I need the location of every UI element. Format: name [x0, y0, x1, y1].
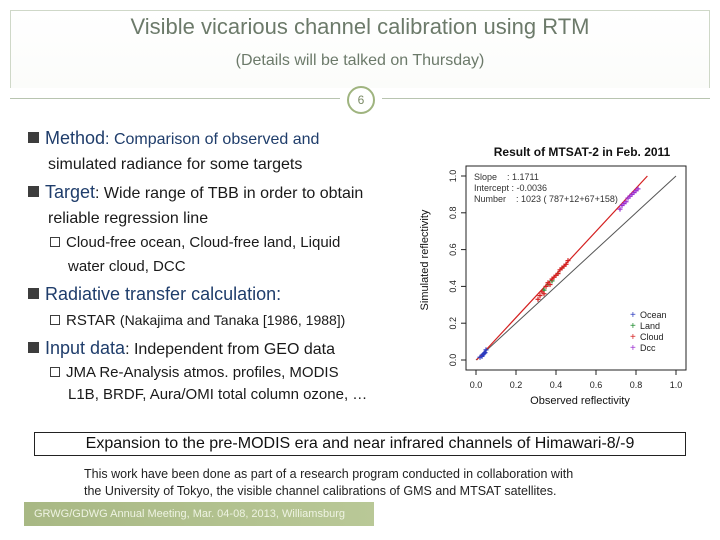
- y-tick-label: 0.2: [448, 317, 458, 330]
- data-point-ocean: [482, 350, 488, 356]
- bullet-method-line2: simulated radiance for some targets: [48, 156, 303, 173]
- y-axis-ticks: 0.0 0.2 0.4 0.6 0.8 1.0: [448, 170, 466, 367]
- divider-left: [10, 98, 340, 99]
- legend-marker-ocean: +: [630, 310, 636, 321]
- legend-marker-dcc: +: [630, 343, 636, 354]
- x-tick-label: 0.4: [550, 380, 563, 390]
- bullet-input-head: Input data: [45, 338, 126, 358]
- one-to-one-line-path: [475, 175, 677, 361]
- footnote: This work have been done as part of a re…: [84, 466, 644, 500]
- sub-bullet-rt-ref: (Nakajima and Tanaka [1986, 1988]): [119, 312, 346, 328]
- footnote-line2: the University of Tokyo, the visible cha…: [84, 484, 557, 498]
- sub-bullet-target-text: Cloud-free ocean, Cloud-free land, Liqui…: [66, 234, 341, 251]
- chart-title: Result of MTSAT-2 in Feb. 2011: [494, 145, 671, 159]
- stat-intercept: Intercept : -0.0036: [474, 183, 547, 193]
- highlight-banner: Expansion to the pre-MODIS era and near …: [34, 432, 686, 456]
- sub-bullet-rt-text: RSTAR: [66, 312, 116, 329]
- data-points: [477, 186, 641, 360]
- legend-label-cloud: Cloud: [640, 332, 664, 342]
- data-point-cloud: [535, 296, 541, 302]
- bullet-input: Input data: Independent from GEO data: [28, 338, 335, 359]
- y-tick-label: 0.4: [448, 280, 458, 293]
- legend-marker-land: +: [630, 321, 636, 332]
- data-point-cloud: [547, 282, 553, 288]
- sub-bullet-input: JMA Re-Analysis atmos. profiles, MODIS: [50, 364, 339, 381]
- square-bullet-icon: [28, 132, 39, 143]
- hollow-square-bullet-icon: [50, 367, 60, 377]
- data-point-dcc: [635, 186, 641, 192]
- x-tick-label: 0.6: [590, 380, 603, 390]
- sub-bullet-input-text: JMA Re-Analysis atmos. profiles, MODIS: [66, 364, 339, 381]
- sub-bullet-rt: RSTAR (Nakajima and Tanaka [1986, 1988]): [50, 312, 345, 329]
- bullet-rt-rest: :: [276, 284, 282, 304]
- bullet-rt-head: Radiative transfer calculation: [45, 284, 277, 304]
- x-tick-label: 0.8: [630, 380, 643, 390]
- slide-title: Visible vicarious channel calibration us…: [130, 14, 590, 39]
- legend-label-dcc: Dcc: [640, 343, 656, 353]
- bullet-target-head: Target: [45, 182, 96, 202]
- x-tick-label: 0.0: [470, 380, 483, 390]
- legend-label-land: Land: [640, 321, 660, 331]
- page-number-badge: 6: [347, 86, 375, 114]
- square-bullet-icon: [28, 342, 39, 353]
- bullet-method-head: Method: [45, 128, 106, 148]
- data-point-dcc: [623, 199, 629, 205]
- data-point-dcc: [617, 206, 623, 212]
- hollow-square-bullet-icon: [50, 315, 60, 325]
- footer-text: GRWG/GDWG Annual Meeting, Mar. 04-08, 20…: [34, 508, 345, 520]
- legend-marker-cloud: +: [630, 332, 636, 343]
- sub-bullet-input-line2: L1B, BRDF, Aura/OMI total column ozone, …: [68, 386, 368, 403]
- sub-bullet-target-line2: water cloud, DCC: [68, 258, 186, 275]
- scatter-chart: Result of MTSAT-2 in Feb. 2011 Simulated…: [419, 145, 687, 407]
- one-to-one-line: [475, 175, 677, 361]
- y-tick-label: 0.0: [448, 354, 458, 367]
- data-point-cloud: [565, 258, 571, 264]
- bullet-method-rest: : Comparison of observed and: [105, 131, 320, 148]
- data-point-cloud: [537, 293, 543, 299]
- stat-slope: Slope : 1.1711: [474, 172, 539, 182]
- data-point-cloud: [543, 283, 549, 289]
- square-bullet-icon: [28, 288, 39, 299]
- data-point-cloud: [541, 291, 547, 297]
- stat-number: Number : 1023 ( 787+12+67+158): [474, 194, 618, 204]
- divider-right: [382, 98, 710, 99]
- title-box: [10, 10, 710, 88]
- data-point-ocean: [483, 347, 489, 353]
- hollow-square-bullet-icon: [50, 237, 60, 247]
- y-tick-label: 0.6: [448, 243, 458, 256]
- footer-bar: [24, 502, 374, 526]
- y-tick-label: 0.8: [448, 207, 458, 220]
- sub-bullet-target: Cloud-free ocean, Cloud-free land, Liqui…: [50, 234, 340, 251]
- bullet-method: Method: Comparison of observed and: [28, 128, 319, 149]
- data-point-cloud: [555, 271, 561, 277]
- bullet-target-line2: reliable regression line: [48, 210, 209, 227]
- y-tick-label: 1.0: [448, 170, 458, 183]
- bullet-target-rest: : Wide range of TBB in order to obtain: [95, 185, 364, 202]
- x-axis-ticks: 0.0 0.2 0.4 0.6 0.8 1.0: [470, 370, 683, 390]
- legend-label-ocean: Ocean: [640, 310, 667, 320]
- bullet-input-rest: : Independent from GEO data: [125, 341, 335, 358]
- bullet-rt: Radiative transfer calculation:: [28, 284, 281, 305]
- plot-frame: [465, 165, 687, 371]
- chart-ylabel: Simulated reflectivity: [419, 209, 431, 310]
- x-tick-label: 1.0: [670, 380, 683, 390]
- data-point-ocean: [481, 351, 487, 357]
- chart-xlabel: Observed reflectivity: [530, 395, 630, 407]
- x-tick-label: 0.2: [510, 380, 523, 390]
- footnote-line1: This work have been done as part of a re…: [84, 467, 574, 481]
- slide-subtitle: (Details will be talked on Thursday): [235, 52, 485, 69]
- data-point-cloud: [563, 261, 569, 267]
- bullet-target: Target: Wide range of TBB in order to ob…: [28, 182, 363, 203]
- chart-legend: + Ocean + Land + Cloud + Dcc: [630, 310, 667, 354]
- square-bullet-icon: [28, 186, 39, 197]
